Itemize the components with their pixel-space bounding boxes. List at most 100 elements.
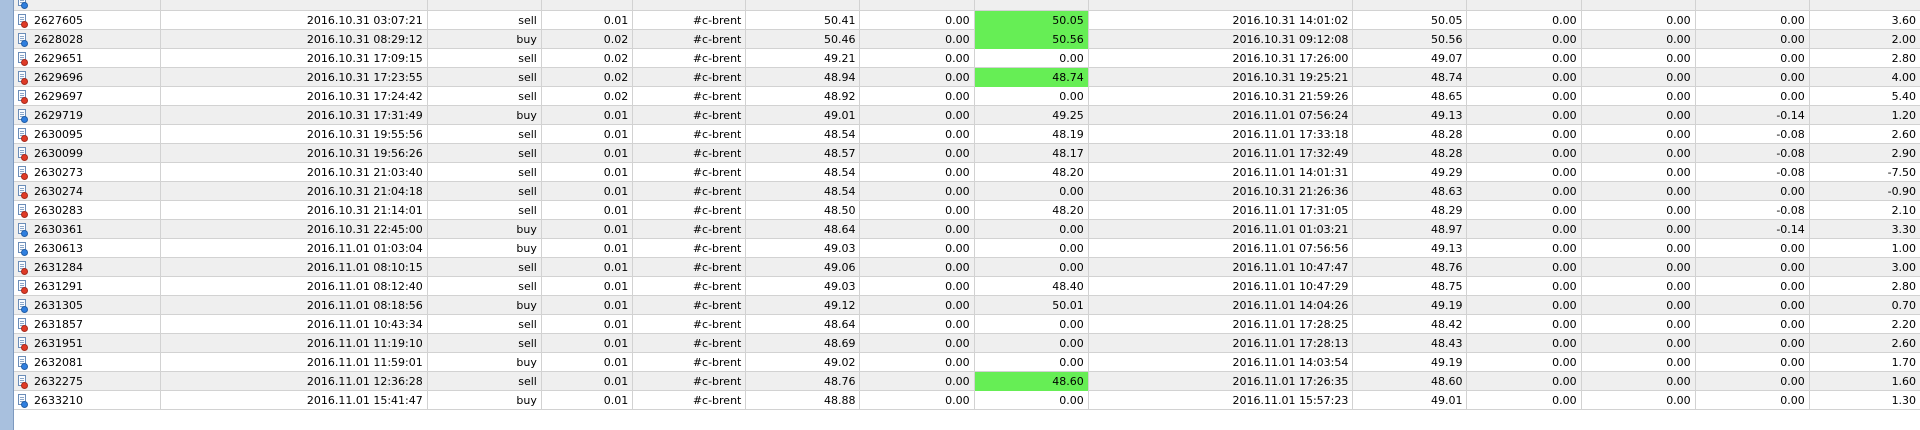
table-row[interactable]: 2630283 2016.10.31 21:14:01 sell 0.01 #c-bre…	[14, 201, 1920, 220]
cell-commission: 0.00	[1467, 258, 1582, 277]
ticket-number: 2630283	[34, 204, 83, 217]
cell-ticket: 2630361	[14, 220, 162, 239]
sell-order-icon	[17, 51, 29, 66]
table-row[interactable]: 2629651 2016.10.31 17:09:15 sell 0.02 #c-bre…	[14, 49, 1920, 68]
cell-type: sell	[428, 163, 542, 182]
table-row[interactable]: 2629696 2016.10.31 17:23:55 sell 0.02 #c-bre…	[14, 68, 1920, 87]
cell-sl: 0.00	[860, 30, 975, 49]
table-row[interactable]: 2631305 2016.11.01 08:18:56 buy 0.01 #c-bren…	[14, 296, 1920, 315]
cell-sl: 0.00	[860, 296, 975, 315]
cell-type: buy	[428, 353, 542, 372]
cell-swap: -0.14	[1696, 220, 1810, 239]
cell-open-price: 50.41	[746, 11, 861, 30]
table-row[interactable]: 2632275 2016.11.01 12:36:28 sell 0.01 #c-bre…	[14, 372, 1920, 391]
cell-swap: 0.00	[1696, 353, 1810, 372]
cell-open-time: 2016.10.31 08:29:12	[161, 30, 428, 49]
cell-item: #c-brent	[633, 277, 747, 296]
cell-size: 0.01	[542, 296, 634, 315]
cell-size: 0.01	[542, 334, 634, 353]
table-row[interactable]: 2628028 2016.10.31 08:29:12 buy 0.02 #c-bren…	[14, 30, 1920, 49]
cell-open-price: 48.64	[746, 220, 861, 239]
cell-close-price: 49.13	[1353, 239, 1468, 258]
cell-close-price: 49.19	[1353, 296, 1468, 315]
cell-open-time: 2016.10.31 17:09:15	[161, 49, 428, 68]
table-row[interactable]: 2630361 2016.10.31 22:45:00 buy 0.01 #c-bren…	[14, 220, 1920, 239]
buy-order-icon	[17, 393, 29, 408]
sell-order-icon	[17, 336, 29, 351]
cell-size: 0.01	[542, 277, 634, 296]
cell-tp: 48.19	[975, 125, 1089, 144]
cell-tp: 48.20	[975, 201, 1089, 220]
sell-order-icon	[17, 146, 29, 161]
cell-commission: 0.00	[1467, 49, 1582, 68]
cell-commission: 0.00	[1467, 106, 1582, 125]
table-row-partial-top[interactable]	[14, 0, 1920, 11]
cell-type: buy	[428, 106, 542, 125]
cell-ticket: 2630613	[14, 239, 162, 258]
cell-profit: 2.10	[1891, 204, 1917, 217]
cell-ticket: 2632081	[14, 353, 162, 372]
table-row[interactable]: 2632081 2016.11.01 11:59:01 buy 0.01 #c-bren…	[14, 353, 1920, 372]
cell-open-price: 48.92	[746, 87, 861, 106]
table-row[interactable]: 2630095 2016.10.31 19:55:56 sell 0.01 #c-bre…	[14, 125, 1920, 144]
table-row[interactable]: 2631284 2016.11.01 08:10:15 sell 0.01 #c-bre…	[14, 258, 1920, 277]
cell-tp: 0.00	[975, 258, 1089, 277]
cell-profit: 1.30	[1891, 394, 1917, 407]
cell-sl: 0.00	[860, 125, 975, 144]
cell-ticket: 2629697	[14, 87, 162, 106]
cell-type: buy	[428, 239, 542, 258]
cell-ticket: 2629696	[14, 68, 162, 87]
cell-item: #c-brent	[633, 144, 747, 163]
cell-swap: -0.08	[1696, 144, 1810, 163]
cell-close-time: 2016.10.31 14:01:02	[1089, 11, 1354, 30]
table-row[interactable]: 2629697 2016.10.31 17:24:42 sell 0.02 #c-bre…	[14, 87, 1920, 106]
cell-close-time: 2016.11.01 01:03:21	[1089, 220, 1354, 239]
cell-profit: 3.00	[1891, 261, 1917, 274]
ticket-number: 2630274	[34, 185, 83, 198]
cell-profit: 1.20	[1891, 109, 1917, 122]
table-row[interactable]: 2631857 2016.11.01 10:43:34 sell 0.01 #c-bre…	[14, 315, 1920, 334]
table-row[interactable]: 2630613 2016.11.01 01:03:04 buy 0.01 #c-bren…	[14, 239, 1920, 258]
cell-close-price: 49.01	[1353, 391, 1468, 410]
cell-profit: 3.60	[1891, 14, 1917, 27]
table-row[interactable]: 2633210 2016.11.01 15:41:47 buy 0.01 #c-bren…	[14, 391, 1920, 410]
table-row[interactable]: 2630273 2016.10.31 21:03:40 sell 0.01 #c-bre…	[14, 163, 1920, 182]
table-row[interactable]: 2631951 2016.11.01 11:19:10 sell 0.01 #c-bre…	[14, 334, 1920, 353]
cell-item: #c-brent	[633, 315, 747, 334]
ticket-number: 2631857	[34, 318, 83, 331]
cell-profit: 3.30	[1891, 223, 1917, 236]
cell-close-price: 50.05	[1353, 11, 1468, 30]
cell-taxes: 0.00	[1582, 258, 1696, 277]
cell-open-time: 2016.10.31 21:04:18	[161, 182, 428, 201]
cell-close-time: 2016.11.01 14:01:31	[1089, 163, 1354, 182]
cell-close-price: 48.75	[1353, 277, 1468, 296]
cell-type: sell	[428, 182, 542, 201]
table-row[interactable]: 2630274 2016.10.31 21:04:18 sell 0.01 #c-bre…	[14, 182, 1920, 201]
cell-open-price: 48.64	[746, 315, 861, 334]
sell-order-icon	[17, 260, 29, 275]
cell-item: #c-brent	[633, 87, 747, 106]
ticket-number: 2629697	[34, 90, 83, 103]
cell-swap: -0.08	[1696, 125, 1810, 144]
cell-item: #c-brent	[633, 125, 747, 144]
cell-commission: 0.00	[1467, 125, 1582, 144]
table-row[interactable]: 2629719 2016.10.31 17:31:49 buy 0.01 #c-bren…	[14, 106, 1920, 125]
cell-open-time: 2016.11.01 08:12:40	[161, 277, 428, 296]
cell-type: buy	[428, 296, 542, 315]
cell-type: sell	[428, 315, 542, 334]
cell-close-price: 48.43	[1353, 334, 1468, 353]
cell-taxes: 0.00	[1582, 49, 1696, 68]
cell-close-price	[1353, 0, 1468, 11]
cell-taxes	[1582, 0, 1696, 11]
table-row[interactable]: 2630099 2016.10.31 19:56:26 sell 0.01 #c-bre…	[14, 144, 1920, 163]
cell-ticket: 2631291	[14, 277, 162, 296]
table-row[interactable]: 2627605 2016.10.31 03:07:21 sell 0.01 #c-bre…	[14, 11, 1920, 30]
cell-type: sell	[428, 68, 542, 87]
table-row[interactable]: 2631291 2016.11.01 08:12:40 sell 0.01 #c-bre…	[14, 277, 1920, 296]
buy-order-icon	[17, 32, 29, 47]
cell-open-price: 48.69	[746, 334, 861, 353]
buy-order-icon	[17, 298, 29, 313]
cell-close-time: 2016.11.01 14:03:54	[1089, 353, 1354, 372]
cell-size: 0.01	[542, 201, 634, 220]
cell-sl: 0.00	[860, 315, 975, 334]
